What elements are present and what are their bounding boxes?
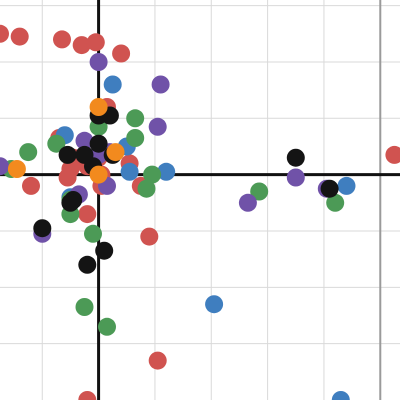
data-point-purple	[75, 131, 94, 150]
data-point-orange	[106, 143, 125, 162]
data-point-purple	[0, 157, 9, 176]
data-point-green	[143, 165, 162, 184]
data-point-black	[61, 193, 80, 212]
data-point-orange	[89, 98, 108, 116]
data-point-orange	[7, 160, 26, 178]
data-point-orange	[89, 165, 108, 184]
data-point-purple	[148, 117, 167, 136]
data-point-blue	[157, 162, 176, 181]
data-point-red	[0, 24, 9, 43]
data-point-red	[22, 176, 40, 195]
data-point-blue	[103, 75, 122, 94]
data-point-red	[86, 33, 105, 52]
data-point-red	[58, 168, 77, 187]
data-point-purple	[238, 193, 257, 212]
data-point-green	[84, 224, 102, 243]
data-point-red	[78, 391, 97, 400]
data-point-black	[320, 179, 339, 198]
data-point-black	[78, 255, 97, 274]
data-point-green	[19, 143, 38, 162]
data-point-black	[286, 148, 305, 167]
data-point-purple	[151, 75, 170, 94]
data-points	[0, 24, 400, 400]
data-point-purple	[286, 168, 305, 187]
data-point-red	[140, 227, 159, 246]
data-point-black	[89, 134, 108, 153]
data-point-red	[78, 205, 97, 224]
data-point-green	[326, 193, 345, 212]
data-point-green	[47, 134, 66, 153]
data-point-black	[33, 219, 52, 238]
data-point-purple	[89, 53, 108, 71]
data-point-red	[148, 351, 167, 370]
data-point-green	[98, 317, 116, 336]
data-point-blue	[205, 295, 224, 314]
data-point-red	[72, 36, 91, 55]
data-point-green	[137, 179, 156, 198]
data-point-red	[53, 30, 71, 49]
data-point-red	[112, 44, 131, 63]
data-point-green	[126, 109, 145, 128]
data-point-red	[10, 27, 29, 46]
data-point-black	[95, 241, 114, 260]
data-point-green	[75, 298, 94, 316]
data-point-green	[250, 182, 269, 201]
data-point-blue	[120, 162, 139, 181]
data-point-black	[58, 145, 77, 164]
data-point-green	[126, 129, 145, 147]
data-point-red	[385, 145, 400, 164]
data-point-blue	[337, 176, 356, 195]
data-point-blue	[331, 391, 350, 400]
